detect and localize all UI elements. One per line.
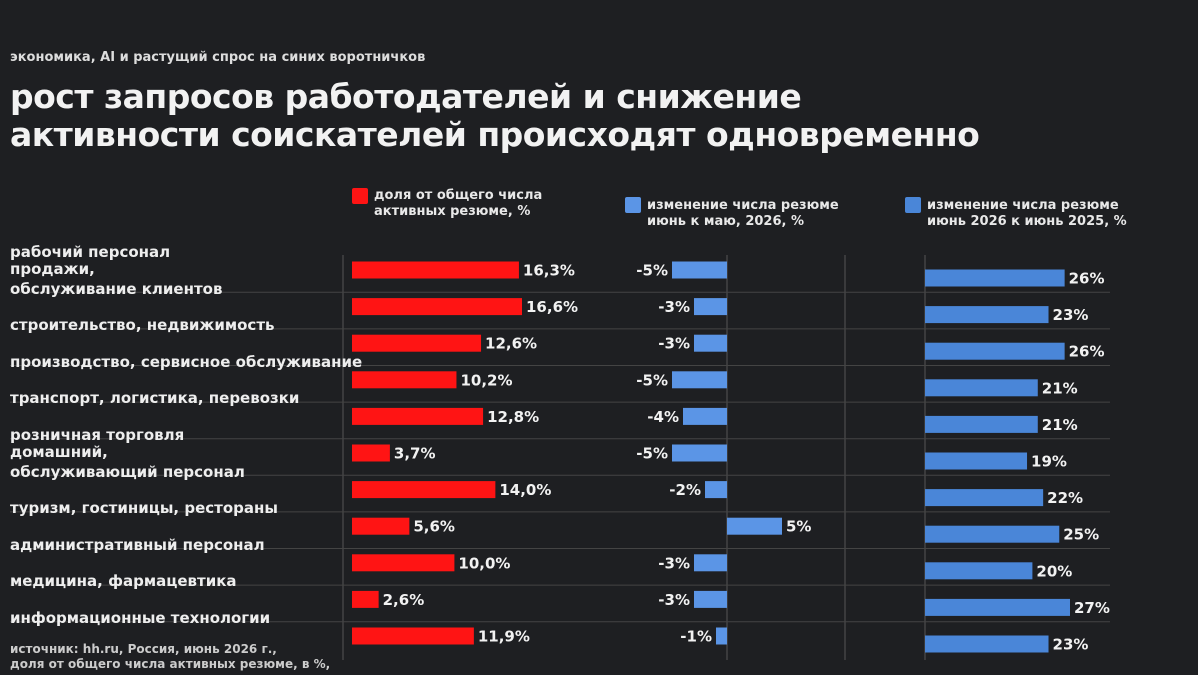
- bar: [925, 269, 1065, 287]
- bar: [352, 298, 522, 316]
- subtitle: экономика, AI и растущий спрос на синих …: [10, 50, 426, 65]
- value-label: 27%: [1074, 599, 1110, 617]
- bar: [694, 298, 727, 316]
- category-label: рабочий персонал: [10, 243, 171, 261]
- value-label: 25%: [1063, 526, 1099, 544]
- bar: [925, 635, 1049, 653]
- value-label: 12,6%: [485, 335, 537, 353]
- bar: [925, 598, 1070, 616]
- bar: [352, 444, 390, 462]
- bar: [694, 334, 727, 352]
- bar: [352, 590, 379, 608]
- bar: [925, 489, 1044, 507]
- value-label: -1%: [680, 628, 712, 646]
- bar: [716, 627, 727, 645]
- bar: [925, 415, 1038, 433]
- bar: [694, 554, 727, 572]
- bar: [925, 342, 1065, 360]
- category-label: строительство, недвижимость: [10, 316, 275, 335]
- bar: [683, 407, 727, 425]
- legend-swatch: [352, 188, 368, 204]
- category-label: домашний, обслуживающий персонал: [10, 442, 245, 481]
- legend-label: изменение числа резюме июнь 2026 к июнь …: [927, 198, 1127, 229]
- category-label: административный персонал: [10, 535, 265, 554]
- value-label: -3%: [658, 554, 690, 572]
- bar: [925, 452, 1028, 470]
- value-label: 14,0%: [499, 481, 551, 499]
- bar: [352, 334, 482, 352]
- bar: [925, 379, 1038, 397]
- value-label: 16,6%: [526, 298, 578, 316]
- bar: [352, 407, 484, 425]
- value-label: 12,8%: [487, 408, 539, 426]
- value-label: 10,2%: [460, 371, 512, 389]
- bar: [352, 261, 519, 279]
- value-label: 3,7%: [394, 445, 436, 463]
- legend-swatch: [625, 197, 641, 213]
- category-label: производство, сервисное обслуживание: [10, 352, 363, 371]
- bar: [352, 554, 455, 572]
- value-label: 22%: [1047, 489, 1083, 507]
- value-label: 19%: [1031, 453, 1067, 471]
- bar: [672, 371, 727, 389]
- value-label: -3%: [658, 335, 690, 353]
- value-label: -5%: [636, 262, 668, 280]
- value-label: 26%: [1069, 270, 1105, 288]
- legend-label: изменение числа резюме июнь к маю, 2026,…: [647, 198, 839, 229]
- category-label: розничная торговля: [10, 426, 185, 444]
- bar: [925, 525, 1060, 543]
- value-label: 20%: [1036, 562, 1072, 580]
- value-label: 2,6%: [383, 591, 425, 609]
- value-label: -2%: [669, 481, 701, 499]
- category-label: продажи, обслуживание клиентов: [10, 259, 223, 298]
- value-label: -3%: [658, 591, 690, 609]
- value-label: -5%: [636, 445, 668, 463]
- chart-title: рост запросов работодателей и снижение а…: [10, 77, 980, 154]
- value-label: -4%: [647, 408, 679, 426]
- category-label: транспорт, логистика, перевозки: [10, 389, 300, 408]
- value-label: -3%: [658, 298, 690, 316]
- category-label: информационные технологии: [10, 609, 271, 627]
- category-label: туризм, гостиницы, рестораны: [10, 499, 278, 518]
- value-label: 26%: [1069, 343, 1105, 361]
- bar: [672, 261, 727, 279]
- value-label: 11,9%: [478, 628, 530, 646]
- value-label: 5,6%: [413, 518, 455, 536]
- bar: [727, 517, 782, 535]
- bar: [352, 371, 457, 389]
- value-label: 21%: [1042, 416, 1078, 434]
- legend-swatch: [905, 197, 921, 213]
- bar: [352, 481, 496, 499]
- category-label: медицина, фармацевтика: [10, 572, 237, 591]
- bar: [352, 517, 410, 535]
- bar: [672, 444, 727, 462]
- value-label: 10,0%: [458, 554, 510, 572]
- value-label: 16,3%: [523, 262, 575, 280]
- bar: [694, 590, 727, 608]
- legend-label: доля от общего числа активных резюме, %: [374, 188, 543, 219]
- value-label: 23%: [1053, 636, 1089, 654]
- value-label: 23%: [1053, 306, 1089, 324]
- bar: [705, 481, 727, 499]
- value-label: -5%: [636, 371, 668, 389]
- bar: [925, 562, 1033, 580]
- bar: [925, 306, 1049, 324]
- value-label: 21%: [1042, 379, 1078, 397]
- source-note: источник: hh.ru, Россия, июнь 2026 г., д…: [10, 642, 331, 671]
- value-label: 5%: [786, 518, 811, 536]
- bar: [352, 627, 474, 645]
